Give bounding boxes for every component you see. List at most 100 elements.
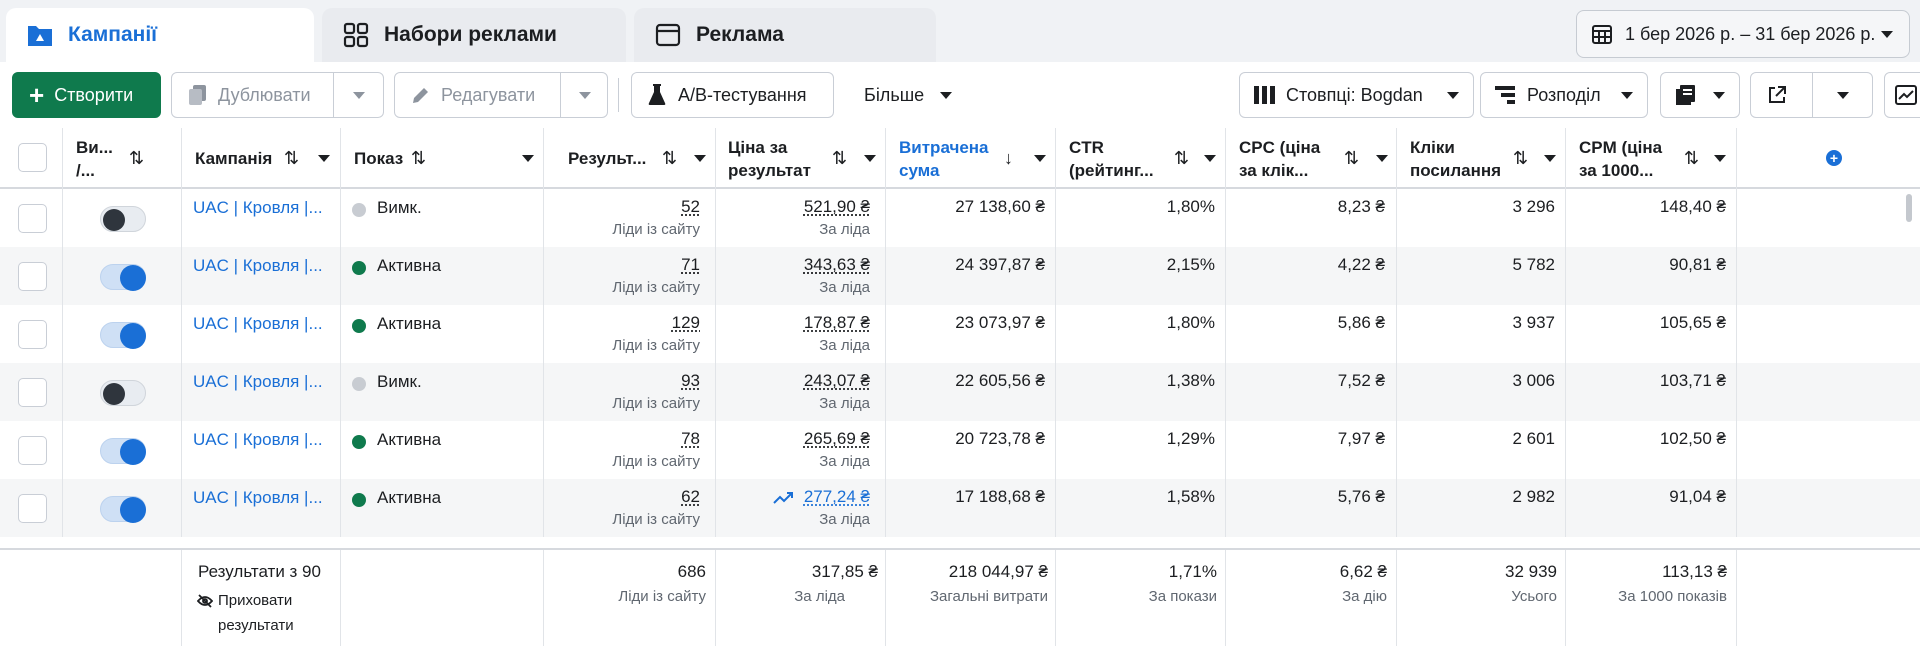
add-column-icon[interactable]: +: [1826, 150, 1842, 166]
cost-per-result-value[interactable]: 243,07 ₴: [803, 371, 870, 390]
table-row[interactable]: UAC | Кровля |... Активна 129 Ліди із сайту…: [0, 305, 1920, 363]
campaign-toggle[interactable]: [100, 380, 146, 406]
row-checkbox[interactable]: [18, 204, 47, 233]
ctr-value: 1,29%: [1166, 429, 1215, 448]
row-checkbox[interactable]: [18, 494, 47, 523]
campaign-name-link[interactable]: UAC | Кровля |...: [193, 430, 323, 449]
header-ctr[interactable]: CTR (рейтинг... ⇅: [1056, 128, 1226, 189]
cost-per-result-value[interactable]: 277,24 ₴: [803, 487, 870, 506]
footer-cpc: 6,62 ₴ За дію: [1226, 550, 1397, 646]
header-toggle[interactable]: Ви... /... ⇅: [63, 128, 182, 189]
export-button-group[interactable]: [1750, 72, 1873, 118]
table-row[interactable]: UAC | Кровля |... Активна 71 Ліди із сайту 3…: [0, 247, 1920, 305]
sort-icon[interactable]: ⇅: [129, 148, 145, 168]
table-cell: [544, 189, 716, 247]
table-row[interactable]: UAC | Кровля |... Вимк. 93 Ліди із сайту 243…: [0, 363, 1920, 421]
table-cell: [1056, 479, 1226, 537]
header-campaign[interactable]: Кампанія ⇅: [182, 128, 341, 189]
vertical-scrollbar[interactable]: [1906, 194, 1912, 222]
columns-button[interactable]: Стовпці: Bogdan: [1239, 72, 1474, 118]
header-link-clicks[interactable]: Кліки посилання ⇅: [1397, 128, 1566, 189]
chevron-down-icon[interactable]: [1714, 155, 1726, 162]
header-amount-spent[interactable]: Витрачена сума ↓: [886, 128, 1056, 189]
export-icon[interactable]: [1767, 85, 1787, 105]
select-all-checkbox[interactable]: [18, 143, 47, 172]
header-cpc[interactable]: CPC (ціна за клік... ⇅: [1226, 128, 1397, 189]
eye-off-icon: [197, 594, 213, 638]
campaign-toggle[interactable]: [100, 322, 146, 349]
header-delivery[interactable]: Показ ⇅: [341, 128, 544, 189]
tab-ads[interactable]: Реклама: [634, 8, 936, 62]
row-checkbox[interactable]: [18, 378, 47, 407]
chevron-down-icon[interactable]: [694, 155, 706, 162]
chevron-down-icon[interactable]: [1376, 155, 1388, 162]
chevron-down-icon[interactable]: [1204, 155, 1216, 162]
sort-descending-icon[interactable]: ↓: [1004, 148, 1013, 168]
tab-campaigns[interactable]: Кампанії: [6, 8, 314, 62]
header-results[interactable]: Результ... ⇅: [544, 128, 716, 189]
campaign-toggle[interactable]: [100, 438, 146, 465]
date-range-picker[interactable]: 1 бер 2026 р. – 31 бер 2026 р.: [1576, 10, 1910, 58]
chevron-down-icon[interactable]: [1837, 92, 1849, 99]
chevron-down-icon[interactable]: [864, 155, 876, 162]
results-value[interactable]: 71: [681, 255, 700, 274]
campaign-name-link[interactable]: UAC | Кровля |...: [193, 256, 323, 275]
header-cost-per-result[interactable]: Ціна за результат ⇅: [716, 128, 886, 189]
chevron-down-icon[interactable]: [1034, 155, 1046, 162]
sort-icon[interactable]: ⇅: [1513, 148, 1529, 168]
chart-view-button[interactable]: [1884, 72, 1920, 118]
header-cpm[interactable]: CPM (ціна за 1000... ⇅: [1566, 128, 1737, 189]
table-row[interactable]: UAC | Кровля |... Активна 62 Ліди із сайту 2…: [0, 479, 1920, 537]
chevron-down-icon[interactable]: [353, 92, 365, 99]
cost-per-result-value[interactable]: 265,69 ₴: [803, 429, 870, 448]
cost-per-result-value[interactable]: 178,87 ₴: [803, 313, 870, 332]
results-value[interactable]: 93: [681, 371, 700, 390]
status-dot-icon: [352, 377, 366, 391]
results-value[interactable]: 129: [671, 313, 700, 332]
cost-per-result-value[interactable]: 521,90 ₴: [803, 197, 870, 216]
campaign-name-link[interactable]: UAC | Кровля |...: [193, 488, 323, 507]
results-value[interactable]: 52: [681, 197, 700, 216]
campaign-name-link[interactable]: UAC | Кровля |...: [193, 198, 323, 217]
chevron-down-icon[interactable]: [522, 155, 534, 162]
table-cell: [1056, 305, 1226, 363]
results-sub: Ліди із сайту: [612, 395, 700, 412]
results-value[interactable]: 62: [681, 487, 700, 506]
sort-icon[interactable]: ⇅: [284, 148, 300, 168]
sort-icon[interactable]: ⇅: [832, 148, 848, 168]
row-checkbox[interactable]: [18, 262, 47, 291]
sort-icon[interactable]: ⇅: [411, 148, 427, 168]
more-button[interactable]: Більше: [850, 72, 960, 118]
results-value[interactable]: 78: [681, 429, 700, 448]
table-row[interactable]: UAC | Кровля |... Активна 78 Ліди із сайту 2…: [0, 421, 1920, 479]
cost-per-result-value[interactable]: 343,63 ₴: [803, 255, 870, 274]
table-cell: [341, 479, 544, 537]
chevron-down-icon[interactable]: [1544, 155, 1556, 162]
sort-icon[interactable]: ⇅: [1174, 148, 1190, 168]
hide-results-toggle[interactable]: Приховати результати: [197, 588, 337, 638]
delivery-status: Вимк.: [377, 198, 422, 217]
sort-icon[interactable]: ⇅: [1684, 148, 1700, 168]
row-checkbox[interactable]: [18, 436, 47, 465]
table-row[interactable]: UAC | Кровля |... Вимк. 52 Ліди із сайту 521…: [0, 189, 1920, 247]
sort-icon[interactable]: ⇅: [1344, 148, 1360, 168]
link-clicks-value: 2 982: [1512, 487, 1555, 506]
tab-ad-sets[interactable]: Набори реклами: [322, 8, 626, 62]
campaign-name-link[interactable]: UAC | Кровля |...: [193, 314, 323, 333]
campaign-name-link[interactable]: UAC | Кровля |...: [193, 372, 323, 391]
ab-test-button[interactable]: A/B-тестування: [631, 72, 834, 118]
create-button[interactable]: + Створити: [12, 72, 161, 118]
table-header: Ви... /... ⇅ Кампанія ⇅ Показ ⇅ Результ.…: [0, 128, 1920, 189]
cpc-value: 5,86 ₴: [1337, 313, 1385, 332]
chevron-down-icon[interactable]: [579, 92, 591, 99]
campaign-toggle[interactable]: [100, 496, 146, 523]
campaign-toggle[interactable]: [100, 264, 146, 291]
breakdown-button[interactable]: Розподіл: [1480, 72, 1648, 118]
campaign-toggle[interactable]: [100, 206, 146, 232]
chevron-down-icon[interactable]: [318, 155, 330, 162]
edit-button-group[interactable]: Редагувати: [394, 72, 608, 118]
duplicate-button-group[interactable]: Дублювати: [171, 72, 384, 118]
row-checkbox[interactable]: [18, 320, 47, 349]
reports-button[interactable]: [1660, 72, 1740, 118]
sort-icon[interactable]: ⇅: [662, 148, 678, 168]
